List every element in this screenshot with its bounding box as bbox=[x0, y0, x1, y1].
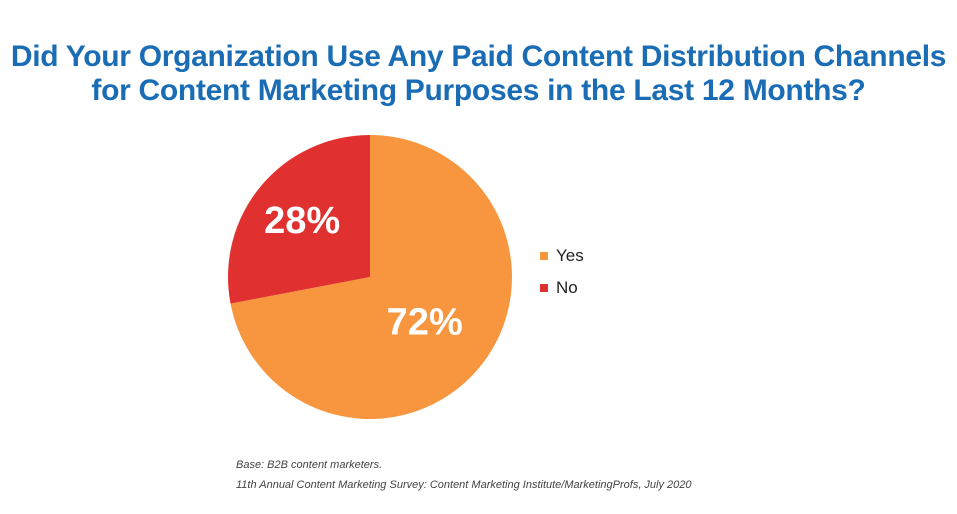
pie-slice-yes bbox=[230, 135, 513, 420]
chart-legend: Yes No bbox=[540, 240, 584, 304]
legend-label-no: No bbox=[556, 278, 578, 297]
chart-title: Did Your Organization Use Any Paid Conte… bbox=[0, 40, 957, 108]
chart-title-line-1: Did Your Organization Use Any Paid Conte… bbox=[10, 40, 947, 73]
legend-swatch-yes bbox=[540, 252, 548, 260]
pie-slice-no bbox=[227, 135, 370, 304]
legend-label-yes: Yes bbox=[556, 246, 584, 265]
data-label-no: 28% bbox=[264, 200, 340, 242]
data-label-yes: 72% bbox=[387, 301, 463, 343]
footnote-source: 11th Annual Content Marketing Survey: Co… bbox=[236, 479, 692, 491]
chart-title-line-2: for Content Marketing Purposes in the La… bbox=[91, 74, 866, 107]
footnote-base: Base: B2B content marketers. bbox=[236, 459, 383, 471]
legend-item-no: No bbox=[540, 272, 584, 304]
legend-item-yes: Yes bbox=[540, 240, 584, 272]
legend-swatch-no bbox=[540, 284, 548, 292]
chart-footnote: Base: B2B content marketers. 11th Annual… bbox=[236, 455, 692, 495]
